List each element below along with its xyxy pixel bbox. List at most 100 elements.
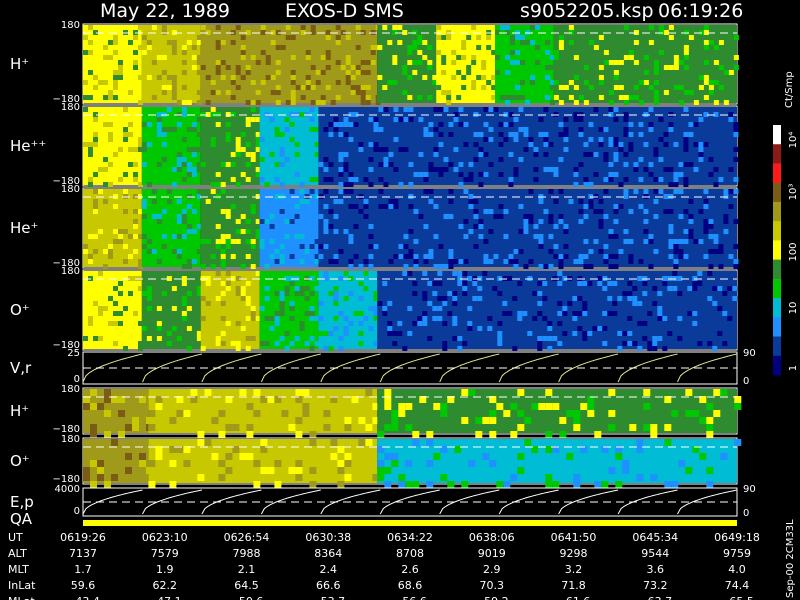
heatmap-cell xyxy=(148,460,156,467)
heatmap-cell xyxy=(235,286,241,291)
heatmap-cell xyxy=(133,177,138,182)
heatmap-cell xyxy=(97,460,104,467)
heatmap-cell xyxy=(186,127,192,132)
heatmap-cell xyxy=(593,107,599,112)
heatmap-cell xyxy=(733,244,739,249)
heatmap-cell xyxy=(583,152,589,157)
heatmap-cell xyxy=(90,460,97,467)
table-cell: 0649:18 xyxy=(714,531,760,544)
heatmap-cell xyxy=(215,244,221,249)
heatmap-cell xyxy=(141,291,147,296)
heatmap-cell xyxy=(305,85,311,90)
heatmap-cell xyxy=(155,403,163,410)
heatmap-cell xyxy=(598,75,604,80)
heatmap-cell xyxy=(358,281,364,286)
heatmap-cell xyxy=(408,107,414,112)
heatmap-cell xyxy=(518,229,524,234)
right-tick-label: 90 xyxy=(743,348,756,359)
heatmap-cell xyxy=(598,224,604,229)
heatmap-cell xyxy=(309,107,315,112)
heatmap-cell xyxy=(448,259,454,264)
heatmap-cell xyxy=(274,321,280,326)
heatmap-cell xyxy=(558,259,564,264)
heatmap-cell xyxy=(288,424,296,431)
heatmap-cell xyxy=(566,453,574,460)
heatmap-cell xyxy=(545,431,553,438)
heatmap-cell xyxy=(573,182,579,187)
heatmap-cell xyxy=(673,239,679,244)
heatmap-cell xyxy=(181,264,187,269)
heatmap-cell xyxy=(618,142,624,147)
heatmap-cell xyxy=(417,95,423,100)
heatmap-cell xyxy=(325,85,331,90)
heatmap-cell xyxy=(255,117,261,122)
heatmap-cell xyxy=(138,75,143,80)
heatmap-cell xyxy=(305,80,311,85)
heatmap-cell xyxy=(461,389,469,396)
heatmap-cell xyxy=(698,157,704,162)
heatmap-cell xyxy=(582,306,588,311)
heatmap-cell xyxy=(288,467,296,474)
heatmap-cell xyxy=(432,75,438,80)
heatmap-cell xyxy=(608,162,614,167)
heatmap-cell xyxy=(412,439,420,446)
heatmap-cell xyxy=(672,271,678,276)
heatmap-cell xyxy=(673,249,679,254)
heatmap-cell xyxy=(443,107,449,112)
heatmap-cell xyxy=(448,162,454,167)
heatmap-cell xyxy=(166,40,172,45)
heatmap-cell xyxy=(323,219,329,224)
heatmap-cell xyxy=(734,403,742,410)
heatmap-cell xyxy=(171,95,177,100)
heatmap-cell xyxy=(613,172,619,177)
heatmap-cell xyxy=(103,199,108,204)
heatmap-cell xyxy=(683,162,689,167)
heatmap-cell xyxy=(658,157,664,162)
heatmap-cell xyxy=(537,301,543,306)
heatmap-cell xyxy=(391,424,399,431)
heatmap-cell xyxy=(572,296,578,301)
heatmap-cell xyxy=(473,199,479,204)
heatmap-cell xyxy=(647,346,653,351)
heatmap-cell xyxy=(528,219,534,224)
heatmap-cell xyxy=(703,219,709,224)
heatmap-cell xyxy=(423,132,429,137)
heatmap-cell xyxy=(648,234,654,239)
heatmap-cell xyxy=(698,117,704,122)
heatmap-cell xyxy=(318,244,324,249)
heatmap-cell xyxy=(118,60,123,65)
heatmap-cell xyxy=(467,306,473,311)
heatmap-cell xyxy=(83,107,88,112)
heatmap-cell xyxy=(398,147,404,152)
heatmap-cell xyxy=(618,60,624,65)
heatmap-cell xyxy=(269,117,275,122)
table-cell: 0623:10 xyxy=(142,531,188,544)
heatmap-cell xyxy=(588,137,594,142)
heatmap-cell xyxy=(457,276,463,281)
heatmap-cell xyxy=(583,142,589,147)
heatmap-cell xyxy=(200,264,206,269)
heatmap-cell xyxy=(498,132,504,137)
heatmap-cell xyxy=(713,100,719,105)
heatmap-cell xyxy=(302,389,310,396)
heatmap-cell xyxy=(491,95,497,100)
heatmap-cell xyxy=(299,182,305,187)
heatmap-cell xyxy=(338,249,344,254)
heatmap-cell xyxy=(146,249,152,254)
heatmap-cell xyxy=(220,316,226,321)
heatmap-cell xyxy=(598,142,604,147)
heatmap-cell xyxy=(613,75,619,80)
heatmap-cell xyxy=(250,336,256,341)
heatmap-cell xyxy=(265,60,271,65)
heatmap-cell xyxy=(245,122,251,127)
heatmap-cell xyxy=(323,244,329,249)
heatmap-cell xyxy=(593,209,599,214)
heatmap-cell xyxy=(138,209,143,214)
heatmap-cell xyxy=(653,177,659,182)
heatmap-cell xyxy=(553,244,559,249)
heatmap-cell xyxy=(118,75,123,80)
heatmap-cell xyxy=(643,80,649,85)
heatmap-cell xyxy=(343,122,349,127)
panel-label: O⁺ xyxy=(10,452,30,470)
heatmap-cell xyxy=(377,45,383,50)
